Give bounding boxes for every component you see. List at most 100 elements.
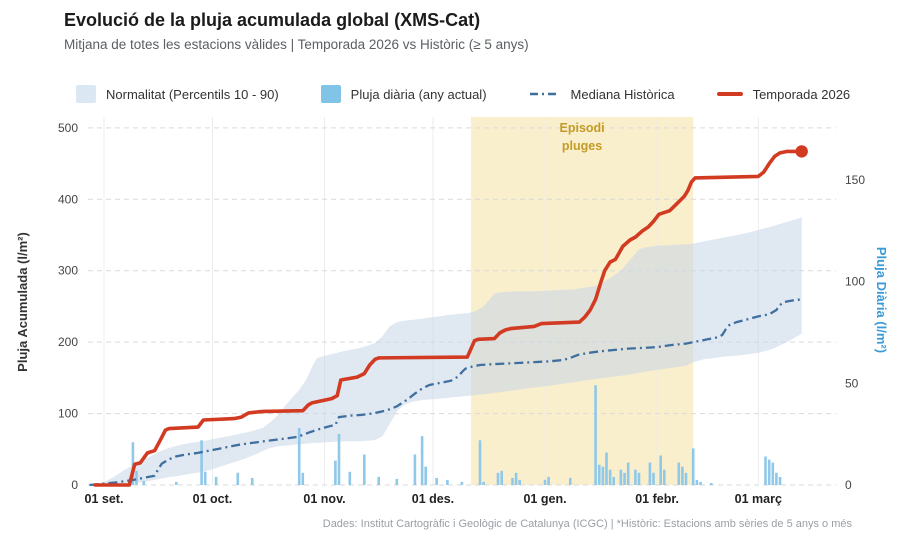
daily-rain-bar [681, 466, 684, 485]
daily-rain-bar [619, 469, 623, 485]
daily-rain-bar [637, 472, 641, 485]
daily-rain-bar [652, 472, 655, 485]
daily-rain-bar [424, 466, 427, 485]
x-tick-label: 01 març [735, 492, 782, 506]
daily-rain-bar [478, 440, 482, 485]
daily-rain-bar [131, 442, 135, 485]
daily-rain-bar [135, 470, 138, 485]
y-left-tick-label: 500 [58, 121, 78, 135]
legend-label-mediana: Mediana Històrica [570, 86, 675, 102]
daily-rain-bar [778, 476, 782, 485]
normality-band [89, 217, 802, 485]
y-right-tick-label: 150 [845, 173, 865, 187]
median-line-swatch-icon [529, 92, 560, 96]
daily-rain-bar [695, 479, 699, 485]
y-left-tick-label: 400 [58, 192, 78, 206]
daily-rain-bar [377, 476, 380, 485]
daily-rain-bar [511, 477, 514, 485]
page-title: Evolució de la pluja acumulada global (X… [64, 10, 481, 30]
y-right-axis-title: Pluja Diària (l/m²) [874, 247, 889, 353]
daily-rain-bar [659, 455, 662, 485]
daily-rain-bar [626, 462, 630, 485]
x-tick-label: 01 febr. [635, 492, 679, 506]
daily-rain-bar [569, 477, 572, 485]
daily-rain-bar [771, 462, 775, 485]
daily-rain-bar [297, 428, 301, 485]
legend-item-normalitat[interactable]: Normalitat (Percentils 10 - 90) [76, 85, 279, 103]
y-left-tick-label: 300 [58, 264, 78, 278]
chart-subtitle: Mitjana de totes les estacions vàlides |… [64, 37, 529, 52]
season-line-swatch-icon [716, 92, 743, 96]
daily-rain-bar [250, 477, 254, 485]
legend-label-temporada: Temporada 2026 [752, 86, 851, 102]
y-right-tick-label: 50 [845, 376, 859, 390]
band-swatch-icon [76, 85, 96, 103]
daily-rain-bar [413, 454, 417, 485]
daily-rain-bar [594, 385, 597, 485]
daily-rain-bar [677, 462, 681, 485]
daily-rain-bar [496, 472, 500, 485]
y-left-tick-label: 0 [71, 478, 78, 492]
daily-rain-bar [775, 472, 778, 485]
daily-rain-bar [518, 479, 521, 485]
x-tick-label: 01 gen. [523, 492, 566, 506]
y-left-axis-title: Pluja Acumulada (l/m²) [15, 232, 30, 372]
daily-rain-bar [337, 434, 341, 485]
legend-item-mediana[interactable]: Mediana Històrica [529, 87, 675, 102]
daily-rain-bar [203, 471, 207, 485]
daily-rain-bar [500, 470, 503, 485]
chart-legend: Normalitat (Percentils 10 - 90) Pluja di… [76, 85, 850, 103]
season-end-dot [795, 145, 808, 158]
daily-rain-bar [699, 481, 702, 485]
x-tick-label: 01 set. [85, 492, 124, 506]
season-2026-line [93, 149, 804, 487]
daily-rain-bar [142, 480, 146, 485]
daily-rain-bar [446, 479, 449, 485]
daily-rain-bar [623, 472, 626, 485]
daily-rain-bar [543, 479, 547, 485]
daily-rain-bar [684, 472, 688, 485]
y-right-tick-label: 100 [845, 275, 865, 289]
daily-rain-bar [214, 476, 218, 485]
daily-rain-bar [175, 481, 178, 485]
daily-rain-bar [301, 472, 305, 485]
daily-rain-bar [334, 460, 337, 485]
bars-swatch-icon [320, 85, 341, 103]
daily-rain-bar [482, 481, 485, 485]
daily-rain-bar [236, 472, 240, 485]
y-left-tick-label: 200 [58, 335, 78, 349]
legend-item-temporada[interactable]: Temporada 2026 [716, 86, 851, 102]
daily-rain-bar [547, 476, 550, 485]
data-credit: Dades: Institut Cartogràfic i Geològic d… [322, 518, 852, 530]
daily-rain-bar [598, 464, 601, 485]
daily-rain-bar [608, 469, 612, 485]
daily-rain-bar [710, 483, 713, 485]
y-right-tick-label: 0 [845, 478, 852, 492]
daily-rain-bar [612, 476, 615, 485]
daily-rain-bar [764, 456, 767, 485]
daily-rain-bar [691, 448, 695, 485]
legend-label-normalitat: Normalitat (Percentils 10 - 90) [106, 86, 279, 102]
x-tick-label: 01 oct. [193, 492, 233, 506]
y-left-tick-label: 100 [58, 407, 78, 421]
daily-rain-bar [514, 472, 518, 485]
daily-rain-bar [605, 452, 608, 485]
daily-rain-bar [767, 459, 771, 485]
legend-item-pluja-diaria[interactable]: Pluja diària (any actual) [320, 85, 487, 103]
daily-rain-bar [395, 478, 399, 485]
daily-rain-bar [435, 477, 438, 485]
daily-rain-bar [363, 454, 366, 485]
episodi-label-line2: pluges [562, 139, 602, 153]
episodi-label-line1: Episodi [560, 121, 605, 135]
x-tick-label: 01 nov. [303, 492, 345, 506]
daily-rain-bar [634, 469, 637, 485]
daily-rain-bar [420, 436, 424, 485]
daily-rain-bar [348, 471, 352, 485]
daily-rain-bar [663, 469, 666, 485]
daily-rain-bar [601, 466, 605, 485]
x-tick-label: 01 des. [412, 492, 454, 506]
legend-label-pluja-diaria: Pluja diària (any actual) [350, 86, 487, 102]
daily-rain-bar [200, 440, 203, 485]
